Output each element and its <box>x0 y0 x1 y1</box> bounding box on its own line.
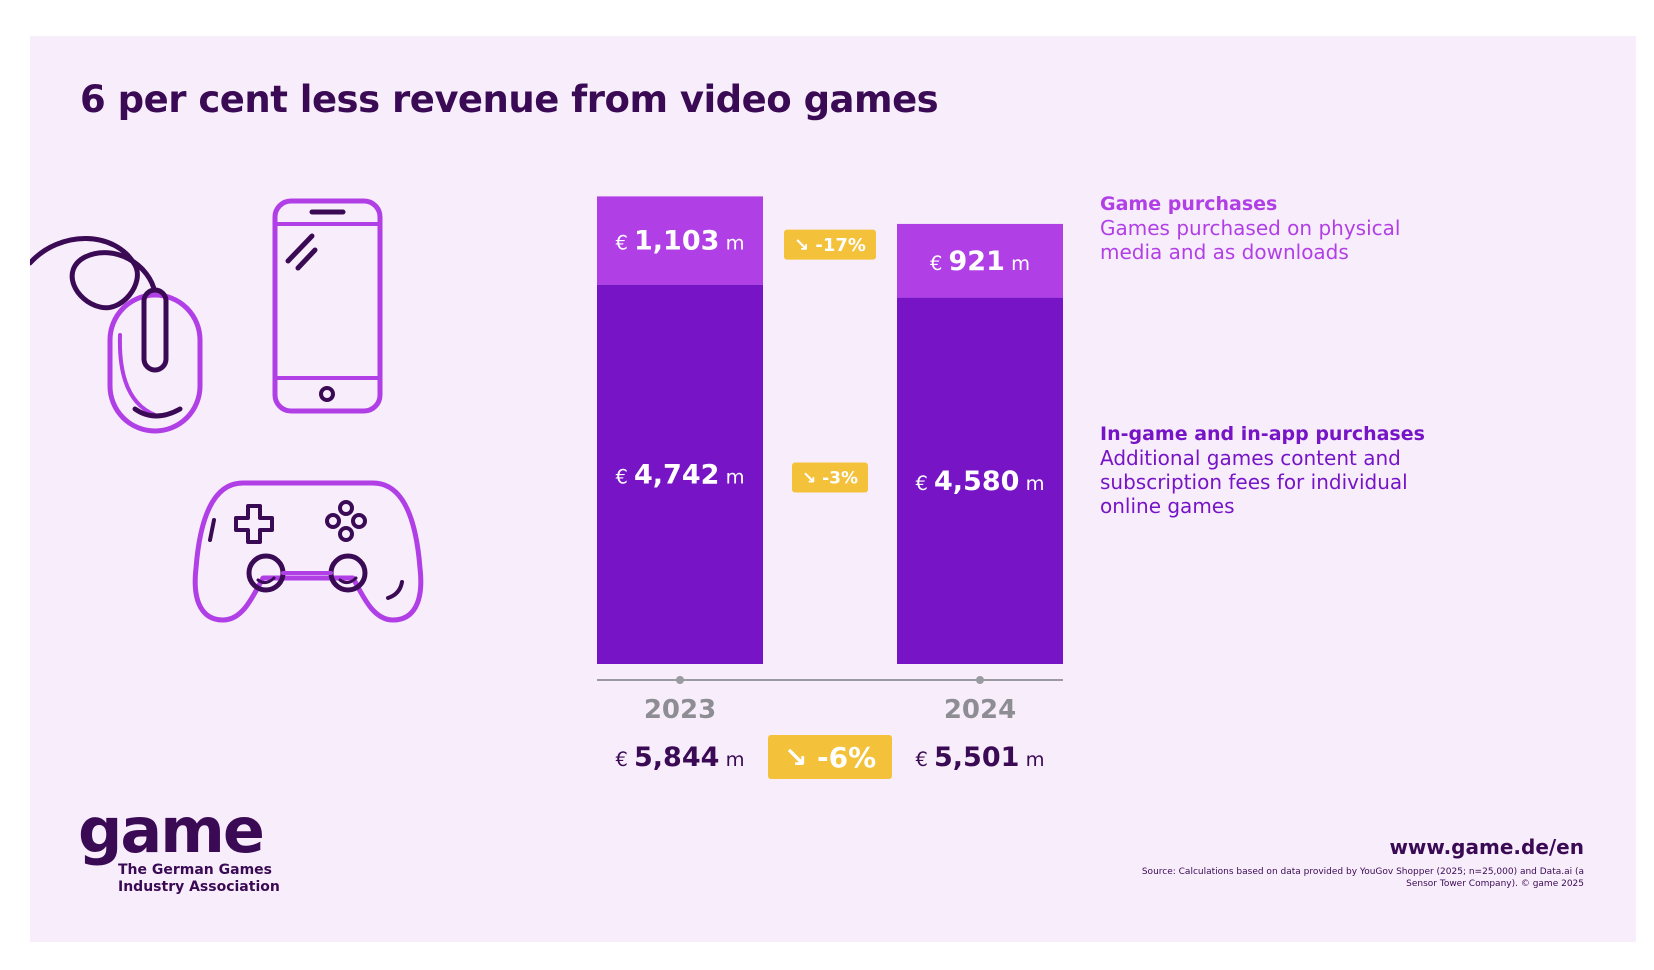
change-badge-total: ↘ -6% <box>784 741 876 774</box>
data-label-game-purchases-2024: € 921 m <box>930 246 1030 277</box>
change-badge-game-purchases: ↘ -17% <box>794 235 866 256</box>
page-title: 6 per cent less revenue from video games <box>80 78 939 121</box>
source-note: Source: Calculations based on data provi… <box>1141 867 1584 889</box>
total-label-2024: € 5,501 m <box>915 742 1044 773</box>
legend-in-game-purchases: In-game and in-app purchases Additional … <box>1100 422 1460 518</box>
legend-description: Additional games content and subscriptio… <box>1100 446 1408 518</box>
data-label-in-game-2024: € 4,580 m <box>915 466 1044 497</box>
x-axis-tick <box>676 676 684 684</box>
bar-in-game-2024 <box>897 297 1063 664</box>
legend-title: Game purchases <box>1100 193 1278 215</box>
total-label-2023: € 5,844 m <box>615 742 744 773</box>
website-url: www.game.de/en <box>1389 835 1584 859</box>
x-tick-label-2024: 2024 <box>944 695 1016 725</box>
legend-game-purchases: Game purchases Games purchased on physic… <box>1100 192 1460 264</box>
gamepad-icon <box>188 478 428 632</box>
legend-title: In-game and in-app purchases <box>1100 423 1425 445</box>
logo-subtitle-line-2: Industry Association <box>118 879 280 895</box>
computer-mouse-icon <box>27 235 220 459</box>
change-badge-game-purchases-background <box>784 229 876 260</box>
data-label-game-purchases-2023: € 1,103 m <box>615 226 744 257</box>
x-axis-tick <box>976 676 984 684</box>
bar-game-purchases-2024 <box>897 223 1063 298</box>
legend-description: Games purchased on physical media and as… <box>1100 216 1401 264</box>
x-tick-label-2023: 2023 <box>644 695 716 725</box>
change-badge-in-game: ↘ -3% <box>802 469 858 489</box>
logo-wordmark: game <box>78 794 265 867</box>
bar-game-purchases-2023 <box>597 196 763 285</box>
logo-subtitle-line-1: The German Games <box>118 862 273 878</box>
change-badge-total-background <box>768 735 892 779</box>
bar-in-game-2023 <box>597 284 763 664</box>
smartphone-icon <box>270 196 385 420</box>
game-logo: game The German Games Industry Associati… <box>78 800 280 896</box>
data-label-in-game-2023: € 4,742 m <box>615 459 744 490</box>
change-badge-in-game-background <box>792 462 868 493</box>
